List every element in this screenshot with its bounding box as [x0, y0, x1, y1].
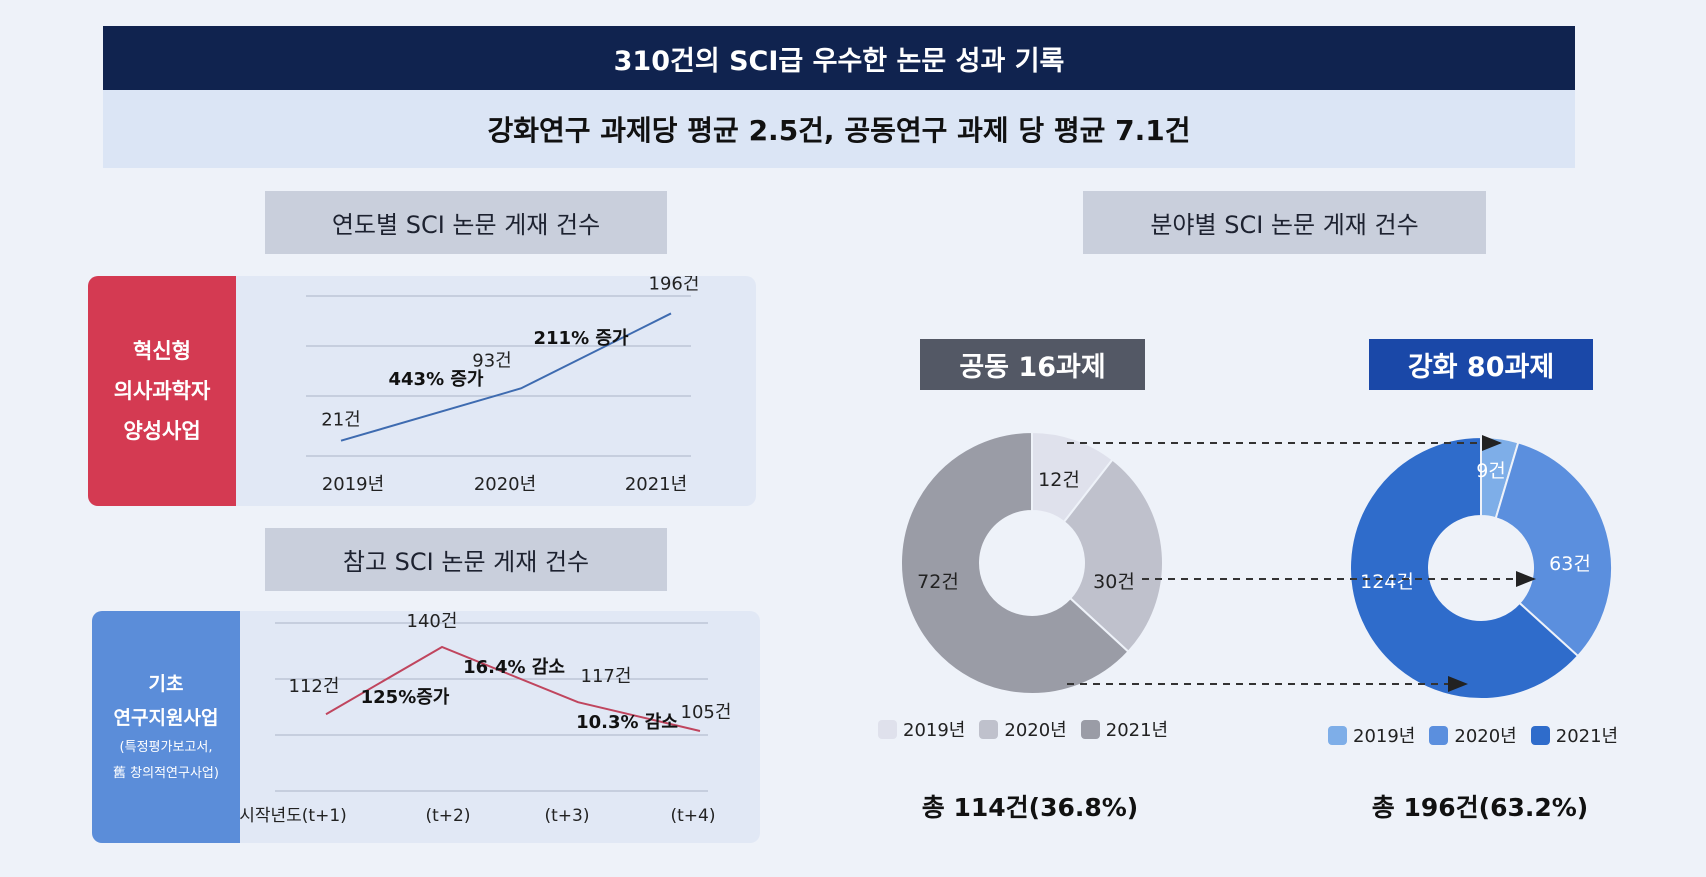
legend-label: 2020년 [1004, 720, 1067, 741]
slice-label: 72건 [917, 571, 959, 593]
legend-item: 2020년 [1429, 722, 1517, 748]
program-innovative-physician-scientist: 혁신형 의사과학자 양성사업 [88, 276, 236, 506]
field-chart-label: 분야별 SCI 논문 게재 건수 [1083, 191, 1486, 254]
enhanced-projects-label: 강화 80과제 [1369, 339, 1593, 390]
annotation: 211% 증가 [534, 328, 629, 349]
data-label: 112건 [289, 676, 340, 697]
legend-label: 2021년 [1105, 720, 1169, 741]
donut-slice-2020년 [1062, 458, 1164, 654]
annotation: 443% 증가 [389, 369, 484, 390]
field-donut-charts: 12건 30건 72건 9건 63건 124건 [900, 430, 1613, 700]
program2-line3: (특정평가보고서, [119, 740, 213, 755]
x-tick-label: 시작년도(t+1) [240, 806, 347, 826]
slice-label: 63건 [1549, 553, 1591, 575]
legend-swatch [1429, 725, 1449, 745]
x-tick-label: (t+3) [545, 806, 590, 826]
donut-slice-2021년 [900, 430, 1130, 695]
x-tick-label: (t+2) [426, 806, 471, 826]
legend-swatch [1530, 725, 1550, 745]
slice-label: 12건 [1038, 469, 1080, 491]
program1-line1: 혁신형 [133, 339, 191, 363]
legend-swatch [878, 719, 897, 739]
enhanced-legend: 2019년 2020년 2021년 [1328, 722, 1632, 748]
legend-label: 2021년 [1555, 726, 1619, 747]
joint-projects-label: 공동 16과제 [920, 339, 1145, 390]
joint-legend: 2019년 2020년 2021년 [878, 716, 1182, 742]
annotation: 16.4% 감소 [463, 657, 565, 678]
program2-line2: 연구지원사업 [113, 707, 219, 729]
data-label: 117건 [581, 666, 632, 687]
program2-line4: 舊 창의적연구사업) [113, 766, 219, 781]
series-line [325, 645, 701, 732]
donut-slice-2021년 [1349, 435, 1580, 700]
annotation: 10.3% 감소 [576, 712, 678, 733]
legend-swatch [979, 719, 999, 739]
reference-chart-label: 참고 SCI 논문 게재 건수 [265, 528, 667, 591]
x-tick-label: 2020년 [474, 474, 536, 495]
page-title: 310건의 SCI급 우수한 논문 성과 기록 [103, 26, 1575, 90]
x-tick-label: 2021년 [625, 474, 687, 495]
data-label: 21건 [321, 410, 360, 431]
yearly-line-chart: 21건 93건 196건 443% 증가 211% 증가 2019년 2020년 2021년 [306, 276, 700, 495]
reference-line-chart: 112건 140건 117건 105건 125%증가 16.4% 감소 10.3% 감소시작… [240, 611, 732, 826]
x-tick-label: (t+4) [671, 806, 716, 826]
legend-item: 2020년 [979, 716, 1067, 742]
slice-label: 9건 [1476, 460, 1506, 482]
data-label: 105건 [681, 702, 732, 723]
x-tick-label: 2019년 [322, 474, 384, 495]
annotation: 125%증가 [361, 687, 450, 708]
legend-item: 2019년 [878, 716, 965, 742]
data-label: 140건 [407, 611, 458, 632]
legend-swatch [1328, 725, 1347, 745]
legend-item: 2019년 [1328, 722, 1415, 748]
yearly-chart-label: 연도별 SCI 논문 게재 건수 [265, 191, 667, 254]
legend-item: 2021년 [1080, 716, 1169, 742]
donut-slice-2020년 [1494, 441, 1613, 658]
legend-label: 2020년 [1454, 726, 1517, 747]
data-label: 93건 [472, 350, 511, 371]
program-basic-research: 기초 연구지원사업 (특정평가보고서, 舊 창의적연구사업) [92, 611, 240, 843]
joint-total: 총 114건(36.8%) [921, 793, 1139, 822]
legend-swatch [1080, 719, 1100, 739]
slice-label: 124건 [1360, 571, 1414, 593]
enhanced-total: 총 196건(63.2%) [1371, 793, 1589, 822]
series-line [340, 312, 672, 442]
legend-label: 2019년 [903, 720, 966, 741]
legend-item: 2021년 [1530, 722, 1619, 748]
page-subtitle: 강화연구 과제당 평균 2.5건, 공동연구 과제 당 평균 7.1건 [103, 90, 1575, 168]
program1-line3: 양성사업 [123, 419, 201, 443]
program2-line1: 기초 [148, 673, 184, 695]
legend-label: 2019년 [1353, 726, 1416, 747]
data-label: 196건 [649, 276, 700, 294]
slice-label: 30건 [1093, 571, 1135, 593]
program1-line2: 의사과학자 [113, 379, 211, 403]
